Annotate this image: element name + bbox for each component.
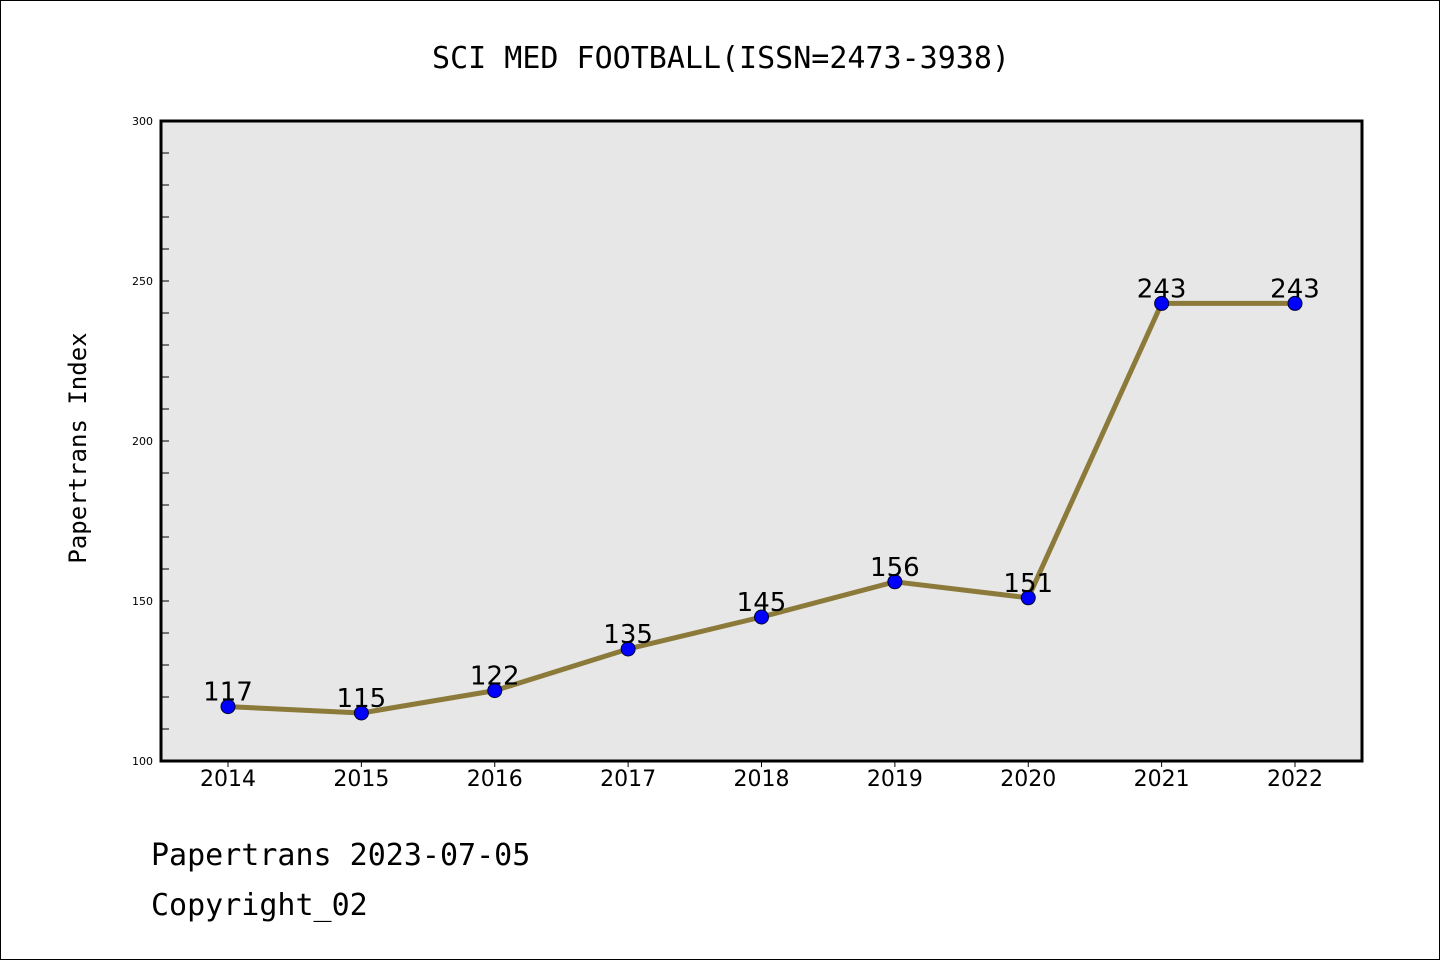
data-label: 115 bbox=[337, 684, 387, 714]
x-tick-label: 2018 bbox=[734, 767, 790, 792]
data-label: 122 bbox=[470, 662, 520, 692]
x-tick-label: 2017 bbox=[600, 767, 656, 792]
data-point bbox=[487, 683, 503, 699]
x-tick-label: 2019 bbox=[867, 767, 923, 792]
data-label: 145 bbox=[737, 588, 787, 618]
y-tick-label: 250 bbox=[132, 275, 153, 288]
y-axis-label: Papertrans Index bbox=[64, 332, 92, 563]
x-axis: 2014 2015 2016 2017 2018 2019 2020 2021 2022 bbox=[200, 761, 1323, 792]
data-point bbox=[754, 609, 769, 625]
data-point bbox=[220, 699, 236, 715]
data-point bbox=[1287, 295, 1303, 311]
y-tick-label: 150 bbox=[132, 595, 153, 608]
x-tick-label: 2015 bbox=[333, 767, 389, 792]
footer-date: Papertrans 2023-07-05 bbox=[151, 838, 530, 873]
plot-area bbox=[159, 119, 1364, 763]
y-axis: 100 150 200 250 300 bbox=[132, 115, 169, 768]
x-tick-label: 2020 bbox=[1000, 767, 1056, 792]
data-point bbox=[353, 705, 369, 721]
data-point bbox=[1154, 295, 1170, 311]
x-tick-label: 2016 bbox=[467, 767, 523, 792]
x-tick-label: 2022 bbox=[1267, 767, 1323, 792]
data-point bbox=[1020, 590, 1036, 606]
data-point bbox=[887, 574, 903, 590]
data-label: 156 bbox=[870, 553, 920, 583]
data-label: 243 bbox=[1270, 274, 1320, 304]
data-labels: 117 115 122 135 145 156 151 243 243 bbox=[203, 274, 1320, 714]
data-label: 135 bbox=[603, 620, 653, 650]
y-tick-label: 300 bbox=[132, 115, 153, 128]
y-tick-label: 200 bbox=[132, 435, 153, 448]
x-tick-label: 2014 bbox=[200, 767, 256, 792]
data-point bbox=[620, 641, 636, 657]
x-tick-label: 2021 bbox=[1134, 767, 1190, 792]
chart-title: SCI MED FOOTBALL(ISSN=2473-3938) bbox=[432, 41, 1010, 76]
series-papertrans-index bbox=[220, 295, 1303, 721]
data-label: 151 bbox=[1003, 569, 1053, 599]
data-label: 117 bbox=[203, 678, 253, 708]
footer-copyright: Copyright_02 bbox=[151, 888, 368, 923]
y-tick-label: 100 bbox=[132, 755, 153, 768]
data-label: 243 bbox=[1137, 274, 1187, 304]
